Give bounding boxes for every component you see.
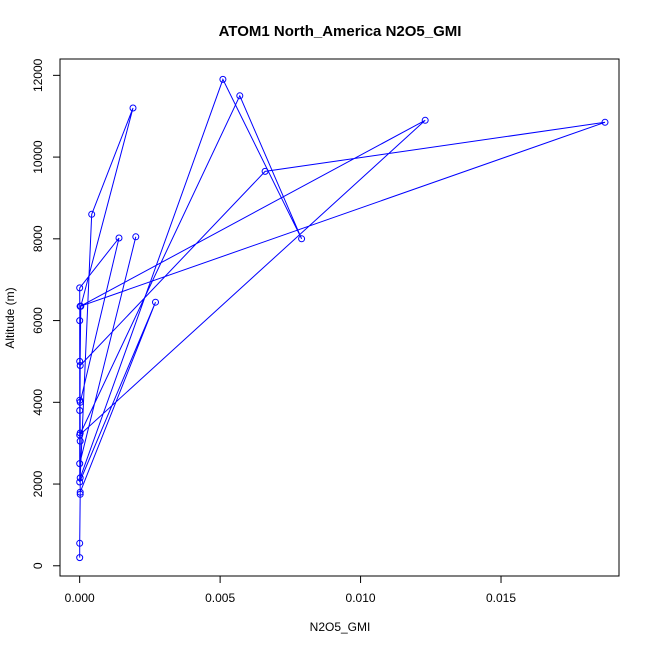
y-tick-label: 0 [31,562,45,569]
data-point [132,233,140,241]
data-point [421,116,429,124]
data-point [76,488,84,496]
series-layer [76,75,609,562]
data-point [76,284,84,292]
y-axis: 0 2000 4000 6000 8000 10000 12000 [31,58,61,569]
x-tick-label: 0.010 [346,591,376,605]
y-tick-label: 12000 [31,58,45,92]
x-tick-label: 0.000 [65,591,95,605]
y-tick-label: 6000 [31,307,45,334]
data-point [76,429,84,437]
data-point [236,92,244,100]
data-point [76,357,84,365]
data-point [76,478,84,486]
x-tick-label: 0.015 [486,591,516,605]
y-tick-label: 10000 [31,140,45,174]
data-point [115,234,123,242]
chart-title: ATOM1 North_America N2O5_GMI [219,23,462,40]
data-point [88,210,96,218]
series-line [79,78,606,558]
data-point [76,490,84,498]
data-point [76,554,84,562]
y-tick-label: 4000 [31,389,45,416]
x-axis: 0.000 0.005 0.010 0.015 [65,575,516,605]
data-point [76,407,84,414]
data-point [76,317,84,325]
data-point [219,75,227,83]
y-tick-label: 2000 [31,470,45,497]
data-point [76,474,84,482]
data-point [261,167,269,175]
y-tick-label: 8000 [31,225,45,252]
data-point [76,398,84,406]
data-point [129,104,137,112]
plot-area-frame [59,58,620,577]
data-point [298,235,306,243]
x-tick-label: 0.005 [205,591,235,605]
data-point [601,118,609,126]
data-point [76,460,84,468]
data-point [76,539,84,547]
data-point [152,298,159,306]
x-axis-label: N2O5_GMI [310,620,371,634]
data-point [76,362,84,369]
data-point [76,302,84,310]
y-axis-label: Altitude (m) [3,287,17,348]
